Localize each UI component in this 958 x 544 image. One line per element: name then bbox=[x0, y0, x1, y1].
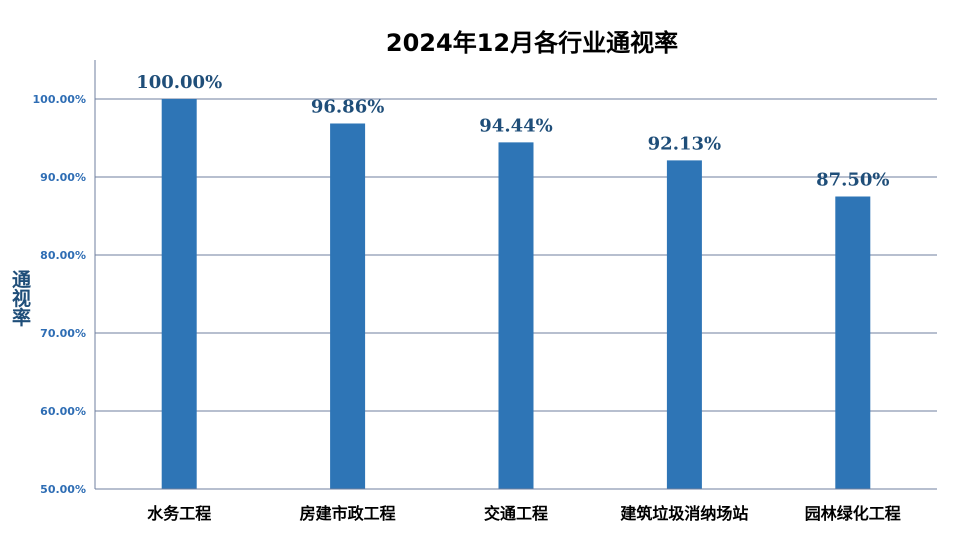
x-tick-label: 园林绿化工程 bbox=[805, 504, 901, 523]
y-tick-label: 90.00% bbox=[40, 171, 86, 184]
chart-title: 2024年12月各行业通视率 bbox=[386, 29, 678, 57]
data-label: 87.50% bbox=[816, 170, 889, 191]
data-labels: 100.00% 96.86% 94.44% 92.13% 87.50% bbox=[136, 72, 889, 191]
x-axis-ticks: 水务工程 房建市政工程 交通工程 建筑垃圾消纳场站 园林绿化工程 bbox=[147, 504, 901, 523]
y-tick-label: 80.00% bbox=[40, 249, 86, 262]
y-axis-label: 通视率 bbox=[9, 269, 31, 327]
data-label: 100.00% bbox=[136, 72, 222, 93]
y-tick-label: 50.00% bbox=[40, 483, 86, 496]
x-tick-label: 水务工程 bbox=[147, 504, 211, 523]
data-label: 92.13% bbox=[648, 133, 721, 154]
x-tick-label: 建筑垃圾消纳场站 bbox=[620, 504, 748, 523]
bars bbox=[161, 99, 871, 490]
y-tick-label: 100.00% bbox=[33, 93, 86, 106]
bar bbox=[498, 142, 534, 490]
bar bbox=[330, 123, 366, 489]
y-axis-ticks: 50.00% 60.00% 70.00% 80.00% 90.00% 100.00% bbox=[33, 93, 86, 496]
bar bbox=[835, 196, 871, 489]
x-tick-label: 交通工程 bbox=[484, 504, 548, 523]
y-tick-label: 70.00% bbox=[40, 327, 86, 340]
x-tick-label: 房建市政工程 bbox=[300, 504, 396, 523]
data-label: 96.86% bbox=[311, 96, 384, 117]
y-tick-label: 60.00% bbox=[40, 405, 86, 418]
bar bbox=[161, 99, 197, 489]
data-label: 94.44% bbox=[479, 115, 552, 136]
bar bbox=[666, 160, 702, 490]
